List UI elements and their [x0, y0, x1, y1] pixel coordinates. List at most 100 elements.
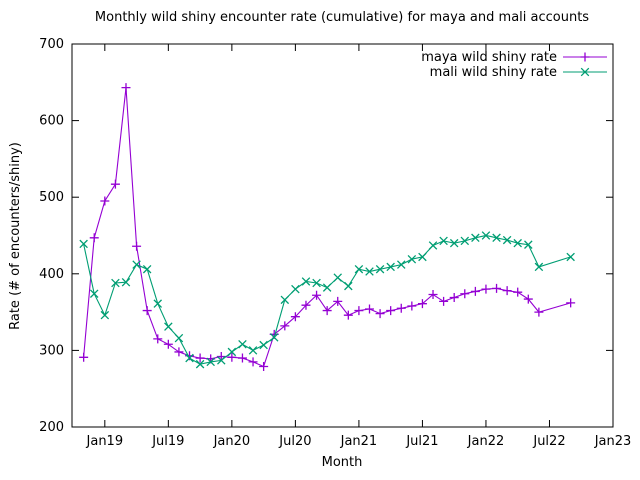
cross-marker: [502, 235, 512, 245]
cross-marker: [291, 284, 300, 294]
plot-area: 200 300 400 500 600 700 Jan19 Jul19 Jan20 Jul20 Ja…: [39, 37, 631, 449]
cross-marker: [534, 262, 544, 272]
x-tick-label: Jul20: [278, 434, 311, 449]
plus-marker: [280, 321, 290, 331]
plus-marker: [534, 307, 544, 317]
legend-entry-mali: mali wild shiny rate: [430, 65, 607, 80]
cross-marker: [566, 252, 575, 262]
x-tick-label: Jul19: [151, 434, 184, 449]
cross-marker: [407, 254, 417, 264]
cross-marker: [460, 236, 470, 246]
cross-marker: [418, 252, 427, 262]
plus-marker: [481, 284, 491, 294]
cross-marker: [217, 356, 226, 365]
plus-marker: [354, 306, 364, 316]
plus-marker: [417, 299, 427, 309]
plus-marker: [195, 353, 205, 363]
x-axis-label: Month: [322, 455, 363, 470]
cross-marker: [375, 264, 385, 274]
chart-title: Monthly wild shiny encounter rate (cumul…: [95, 10, 589, 25]
cross-marker: [89, 289, 99, 298]
cross-marker: [481, 231, 491, 240]
series-mali-line: [83, 234, 571, 365]
cross-marker: [111, 278, 120, 288]
plus-marker: [396, 303, 406, 313]
cross-marker: [248, 346, 258, 355]
series-maya-line: [83, 87, 571, 368]
x-tick-label: Jan21: [340, 434, 378, 449]
series-maya: [79, 83, 576, 371]
cross-marker: [492, 233, 501, 243]
x-tick-label: Jul22: [532, 434, 565, 449]
plus-marker: [523, 294, 533, 304]
cross-marker: [471, 233, 480, 243]
plus-marker: [460, 289, 470, 299]
plus-marker: [449, 293, 459, 303]
x-tick-label: Jan23: [594, 434, 632, 449]
plus-marker: [407, 301, 417, 311]
cross-marker: [301, 277, 311, 286]
cross-marker: [280, 295, 290, 305]
cross-marker: [164, 322, 173, 331]
x-tick-label: Jul21: [405, 434, 438, 449]
cross-marker: [227, 347, 237, 357]
y-tick-label: 400: [39, 267, 64, 282]
cross-marker: [428, 241, 438, 250]
plus-marker: [110, 179, 120, 189]
plus-marker: [290, 312, 300, 322]
plus-marker: [492, 283, 502, 293]
plus-marker: [343, 310, 353, 320]
y-tick-label: 300: [39, 343, 64, 358]
plus-marker: [237, 353, 247, 363]
y-tick-label: 700: [39, 37, 64, 52]
y-tick-label: 600: [39, 114, 64, 129]
plus-marker: [580, 52, 590, 62]
cross-marker: [333, 273, 342, 282]
plus-marker: [513, 287, 523, 297]
plus-marker: [79, 352, 89, 362]
plus-marker: [259, 361, 269, 371]
plus-marker: [428, 289, 438, 299]
plus-marker: [312, 290, 322, 300]
plus-marker: [502, 286, 512, 296]
cross-marker: [449, 238, 459, 248]
legend-label: mali wild shiny rate: [430, 65, 557, 80]
x-tick-label: Jan19: [86, 434, 124, 449]
plus-marker: [132, 241, 142, 251]
plus-marker: [89, 233, 99, 243]
cross-marker: [439, 236, 448, 246]
plus-marker: [566, 298, 576, 308]
cross-marker: [195, 359, 205, 369]
cross-marker: [100, 310, 110, 320]
plus-marker: [439, 296, 449, 306]
plus-marker: [470, 286, 480, 296]
cross-marker: [174, 333, 184, 343]
plus-marker: [142, 306, 152, 316]
plus-marker: [227, 352, 237, 362]
cross-marker: [513, 238, 522, 248]
cross-marker: [322, 283, 332, 292]
cross-marker: [396, 260, 406, 269]
plus-marker: [174, 347, 184, 357]
plus-marker: [322, 306, 332, 316]
plus-marker: [248, 357, 258, 367]
plus-marker: [100, 196, 110, 206]
legend-entry-maya: maya wild shiny rate: [421, 50, 607, 65]
series-mali: [79, 231, 575, 369]
plus-marker: [121, 83, 131, 93]
cross-marker: [185, 353, 194, 363]
plus-marker: [333, 296, 343, 306]
cross-marker: [206, 357, 215, 367]
plus-marker: [364, 304, 374, 314]
cross-marker: [238, 340, 247, 349]
cross-marker: [259, 340, 268, 350]
y-tick-label: 200: [39, 420, 64, 435]
cross-marker: [365, 267, 374, 276]
x-tick-label: Jan22: [467, 434, 505, 449]
legend-label: maya wild shiny rate: [421, 50, 557, 65]
y-axis-label: Rate (# of encounters/shiny): [8, 142, 23, 330]
plus-marker: [163, 339, 173, 349]
